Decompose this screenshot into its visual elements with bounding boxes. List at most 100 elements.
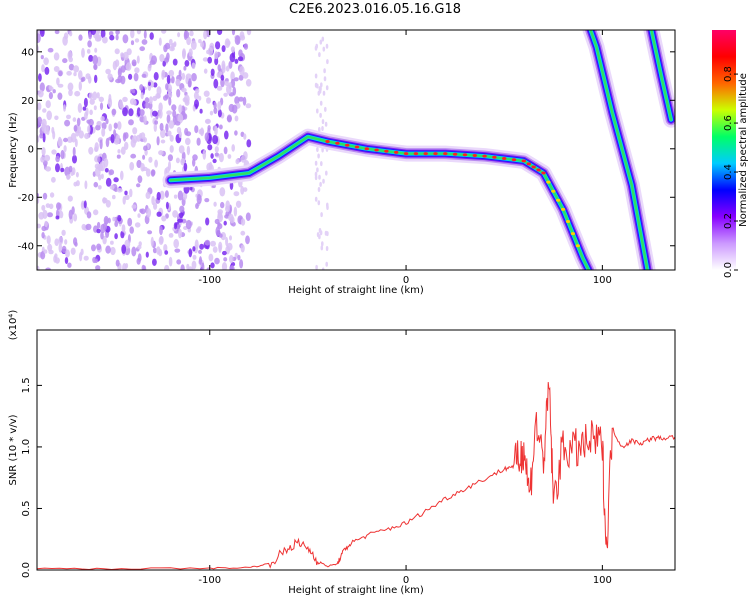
noise-blob <box>223 257 228 262</box>
noise-blob <box>64 166 71 177</box>
noise-blob <box>318 127 321 132</box>
trace-core <box>502 157 507 160</box>
noise-blob <box>136 183 141 188</box>
noise-blob <box>321 147 324 153</box>
noise-blob <box>209 42 215 52</box>
noise-blob <box>215 226 221 237</box>
noise-blob <box>159 122 164 131</box>
noise-blob <box>82 106 87 111</box>
noise-blob <box>165 123 169 133</box>
noise-blob <box>172 58 178 66</box>
noise-blob <box>202 149 207 160</box>
noise-blob <box>78 70 83 80</box>
noise-blob <box>66 114 71 120</box>
noise-blob <box>176 88 181 98</box>
noise-blob <box>120 230 125 239</box>
trace-core <box>354 145 360 149</box>
noise-blob <box>182 48 186 59</box>
noise-blob <box>66 70 72 76</box>
noise-blob <box>161 69 166 78</box>
x-tick-label: 0 <box>403 275 409 286</box>
noise-blob <box>145 251 149 258</box>
noise-blob <box>56 202 61 210</box>
noise-blob <box>108 123 112 132</box>
noise-blob <box>213 201 217 207</box>
noise-blob <box>57 136 62 147</box>
noise-blob <box>151 169 156 176</box>
noise-blob <box>183 113 188 120</box>
noise-blob <box>314 73 318 79</box>
noise-blob <box>46 110 52 121</box>
snr-plot-area <box>37 330 675 570</box>
noise-blob <box>145 168 151 177</box>
noise-blob <box>321 241 324 247</box>
noise-blob <box>164 57 170 63</box>
noise-blob <box>223 220 227 226</box>
noise-blob <box>238 49 243 57</box>
noise-blob <box>94 35 101 42</box>
noise-blob <box>131 89 136 94</box>
noise-blob <box>44 66 50 75</box>
noise-blob <box>172 109 177 118</box>
colorbar-gradient <box>712 30 736 270</box>
noise-blob <box>166 114 171 124</box>
noise-blob <box>153 122 157 132</box>
x-tick-label: 100 <box>593 275 612 286</box>
noise-blob <box>239 34 246 41</box>
snr-panel: -100 0 100 0.0 0.5 1.0 1.5 Height of straight… <box>8 310 676 596</box>
noise-blob <box>146 208 152 218</box>
noise-blob <box>124 132 129 139</box>
noise-blob <box>56 77 60 86</box>
noise-blob <box>93 64 98 70</box>
noise-blob <box>103 158 109 168</box>
noise-blob <box>212 134 219 145</box>
noise-blob <box>98 96 105 103</box>
colorbar-tick-label: 0.0 <box>723 262 734 278</box>
noise-blob <box>37 33 41 43</box>
trace-core <box>556 198 561 202</box>
noise-blob <box>224 80 229 87</box>
noise-blob <box>105 137 110 148</box>
noise-blob <box>199 243 205 250</box>
noise-blob <box>145 191 151 199</box>
noise-blob <box>139 208 144 213</box>
noise-blob <box>53 52 60 61</box>
snr-multiplier-label: (x10⁴) <box>8 310 19 341</box>
colorbar-tick-label: 0.4 <box>723 164 734 180</box>
noise-blob <box>41 64 45 73</box>
colorbar-tick-label: 0.6 <box>723 115 734 131</box>
noise-blob <box>202 57 209 62</box>
noise-blob <box>37 116 43 126</box>
noise-blob <box>147 230 153 235</box>
noise-blob <box>71 206 75 215</box>
noise-blob <box>73 213 78 222</box>
noise-blob <box>119 99 123 109</box>
noise-blob <box>177 190 184 201</box>
noise-blob <box>132 61 137 66</box>
noise-blob <box>315 264 318 270</box>
noise-blob <box>125 62 132 71</box>
noise-blob <box>239 65 245 76</box>
aliased-trace-0-band-5 <box>589 30 649 270</box>
noise-blob <box>321 119 325 125</box>
noise-blob <box>58 70 63 77</box>
noise-blob <box>107 73 113 81</box>
noise-blob <box>131 204 137 209</box>
noise-blob <box>114 48 120 55</box>
noise-blob <box>156 86 162 96</box>
noise-blob <box>240 185 245 195</box>
noise-blob <box>84 180 88 190</box>
noise-blob <box>219 124 223 130</box>
noise-blob <box>45 267 51 270</box>
noise-blobs <box>37 30 329 270</box>
noise-blob <box>214 257 220 265</box>
noise-blob <box>136 159 142 169</box>
noise-blob <box>183 65 187 71</box>
noise-blob <box>164 264 170 270</box>
noise-blob <box>91 244 96 252</box>
noise-blob <box>165 201 169 210</box>
noise-blob <box>194 239 199 250</box>
noise-blob <box>319 230 323 236</box>
noise-blob <box>186 145 191 156</box>
